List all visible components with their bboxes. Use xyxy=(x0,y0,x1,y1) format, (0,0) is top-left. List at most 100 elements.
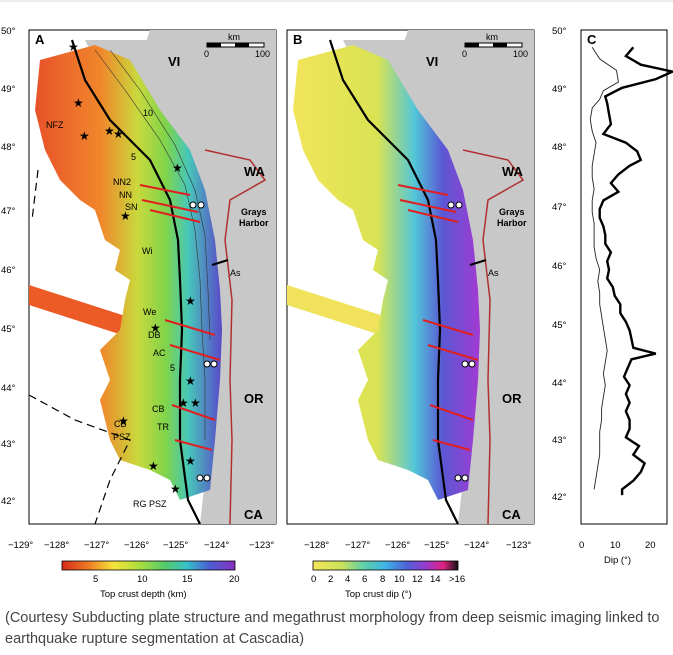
svg-text:48°: 48° xyxy=(1,142,16,153)
site-nn: NN xyxy=(119,190,132,200)
contour-lines-a2 xyxy=(109,49,211,341)
svg-text:−124°: −124° xyxy=(464,540,489,551)
panel-b: B VI WA OR CA Grays Harbor As km 0 100 −… xyxy=(286,29,535,600)
svg-text:42°: 42° xyxy=(1,496,16,507)
land-mass-b xyxy=(398,30,534,524)
svg-text:8: 8 xyxy=(380,574,385,585)
site-nn2: NN2 xyxy=(113,177,131,187)
svg-text:42°: 42° xyxy=(552,492,567,503)
svg-text:★: ★ xyxy=(104,124,115,138)
svg-text:★: ★ xyxy=(148,459,159,473)
site-we: We xyxy=(143,307,156,317)
svg-text:0: 0 xyxy=(462,49,467,59)
svg-text:★: ★ xyxy=(170,482,181,496)
svg-text:0: 0 xyxy=(579,540,584,551)
lon-ticks-b: −128° −127° −126° −125° −124° −123° xyxy=(304,540,531,551)
svg-text:−126°: −126° xyxy=(124,540,149,551)
region-wa-b: WA xyxy=(502,164,524,179)
grays-harbor-b-1: Grays xyxy=(499,207,525,217)
svg-text:49°: 49° xyxy=(1,84,16,95)
region-or-a: OR xyxy=(244,391,264,406)
depth-map-a xyxy=(35,45,222,500)
deformation-front-a xyxy=(70,39,201,524)
svg-text:43°: 43° xyxy=(552,435,567,446)
region-vi-b: VI xyxy=(426,54,438,69)
site-markers-b xyxy=(447,201,476,482)
svg-text:43°: 43° xyxy=(1,439,16,450)
svg-text:−127°: −127° xyxy=(84,540,109,551)
svg-text:47°: 47° xyxy=(1,206,16,217)
site-cbpsz-2: PSZ xyxy=(113,432,131,442)
svg-text:46°: 46° xyxy=(552,261,567,272)
svg-text:★: ★ xyxy=(113,127,124,141)
site-cbpsz-1: CB xyxy=(114,419,127,429)
svg-text:5: 5 xyxy=(93,574,98,585)
svg-text:20: 20 xyxy=(229,574,240,585)
panel-a: ★★★ ★★★ ★★★ ★ ★★ ★★★ ★ A VI WA OR CA Gray… xyxy=(1,26,277,600)
dip-map-b xyxy=(293,45,480,500)
lat-ticks-c: 50° 49° 48° 47° 46° 45° 44° 43° 42° xyxy=(552,26,567,503)
site-markers-a xyxy=(189,201,218,482)
svg-text:49°: 49° xyxy=(552,84,567,95)
site-tr: TR xyxy=(157,422,169,432)
site-db: DB xyxy=(148,330,161,340)
svg-text:15: 15 xyxy=(182,574,193,585)
scale-bar-b: km 0 100 xyxy=(462,32,528,59)
svg-text:km: km xyxy=(486,32,498,42)
svg-text:>16: >16 xyxy=(449,574,465,585)
svg-text:2: 2 xyxy=(328,574,333,585)
svg-text:−128°: −128° xyxy=(44,540,69,551)
region-ca-b: CA xyxy=(502,507,521,522)
svg-text:10: 10 xyxy=(610,540,621,551)
svg-text:6: 6 xyxy=(362,574,367,585)
svg-text:Top crust depth (km): Top crust depth (km) xyxy=(100,589,187,600)
svg-text:★: ★ xyxy=(150,321,161,335)
figure: ★★★ ★★★ ★★★ ★ ★★ ★★★ ★ A VI WA OR CA Gray… xyxy=(0,0,673,600)
site-sn: SN xyxy=(125,202,138,212)
svg-text:20: 20 xyxy=(645,540,656,551)
svg-text:−123°: −123° xyxy=(249,540,274,551)
land-mass-a xyxy=(140,30,276,524)
x-label-c: Dip (°) xyxy=(604,555,631,566)
region-or-b: OR xyxy=(502,391,522,406)
site-as-a: As xyxy=(230,268,241,278)
grays-harbor-a-2: Harbor xyxy=(239,218,269,228)
svg-text:100: 100 xyxy=(513,49,528,59)
site-rgpsz: RG PSZ xyxy=(133,499,167,509)
svg-text:−125°: −125° xyxy=(424,540,449,551)
panel-b-letter: B xyxy=(293,32,302,47)
svg-text:12: 12 xyxy=(412,574,423,585)
panel-c: C 50° 49° 48° 47° 46° 45° 44° 43° 42° 0 … xyxy=(552,26,673,566)
svg-text:★: ★ xyxy=(172,161,183,175)
panel-c-letter: C xyxy=(587,32,597,47)
svg-text:−129°: −129° xyxy=(8,540,33,551)
fault-segments-b xyxy=(397,184,479,451)
svg-text:10: 10 xyxy=(394,574,405,585)
svg-text:47°: 47° xyxy=(552,202,567,213)
svg-text:★: ★ xyxy=(178,396,189,410)
fault-segments-a xyxy=(139,184,221,451)
svg-text:km: km xyxy=(228,32,240,42)
svg-text:−127°: −127° xyxy=(345,540,370,551)
svg-text:48°: 48° xyxy=(552,142,567,153)
plate-boundary-dashed-a xyxy=(29,394,131,524)
panel-a-letter: A xyxy=(35,32,45,47)
svg-text:★: ★ xyxy=(185,294,196,308)
grays-harbor-a-1: Grays xyxy=(241,207,267,217)
x-ticks-c: 0 10 20 xyxy=(579,540,656,551)
svg-text:★: ★ xyxy=(120,209,131,223)
svg-text:★: ★ xyxy=(185,454,196,468)
deformation-front-b xyxy=(328,39,459,524)
svg-text:10: 10 xyxy=(137,574,148,585)
svg-text:−126°: −126° xyxy=(385,540,410,551)
svg-text:50°: 50° xyxy=(552,26,567,37)
svg-text:44°: 44° xyxy=(552,378,567,389)
astoria-marker-b xyxy=(469,259,487,266)
site-wi: Wi xyxy=(142,246,153,256)
panel-c-frame xyxy=(580,29,668,525)
svg-text:★: ★ xyxy=(79,129,90,143)
contour-label-10: 10 xyxy=(143,108,153,118)
svg-text:★: ★ xyxy=(118,414,129,428)
dip-profile-thin xyxy=(589,47,619,490)
svg-text:−124°: −124° xyxy=(204,540,229,551)
